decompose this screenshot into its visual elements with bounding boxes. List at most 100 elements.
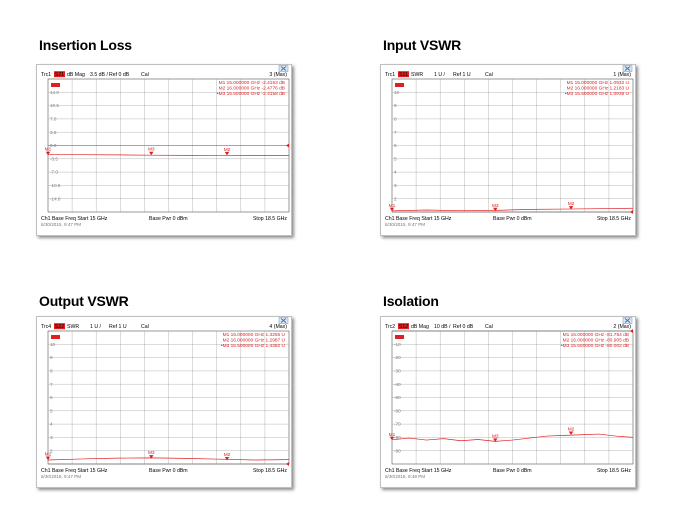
marker-label: M1 (45, 452, 52, 458)
marker-readout-m2: M2 16.000000 GHz -80.905 dB (563, 337, 629, 343)
marker-m1: M1 (45, 147, 52, 156)
footer-start-label: Ch1 Base Freq Start 15 GHz (41, 468, 108, 474)
marker-m3: M3 (492, 203, 499, 212)
timestamp-label: 6/30/2015, 9:48 PM (385, 474, 425, 479)
trace-counter-label: 1 (Max) (613, 72, 631, 78)
footer-stop-label: Stop 18.5 GHz (597, 468, 631, 474)
trace-label: Trc4 (41, 324, 51, 330)
trace-scale-label: 1 U / (90, 324, 102, 330)
marker-label: M1 (389, 203, 396, 209)
timestamp-label: 6/30/2015, 9:47 PM (385, 222, 425, 227)
footer-start-label: Ch1 Base Freq Start 15 GHz (385, 468, 452, 474)
marker-label: M1 (45, 147, 52, 153)
y-tick-label: -70 (394, 422, 401, 427)
chart-heading-input-vswr: Input VSWR (383, 37, 462, 53)
marker-readout-m2: M2 16.000000 GHz -2.4776 dB (219, 85, 285, 91)
marker-readout-m1: M1 15.000000 GHz -81.754 dB (563, 332, 629, 338)
marker-readout-m2: M2 16.000000 GHz 1.2987 U (223, 337, 286, 343)
footer-stop-label: Stop 18.5 GHz (253, 216, 287, 222)
marker-label: M2 (568, 201, 575, 207)
trace-format-label: dB Mag (67, 72, 85, 78)
marker-m2: M2 (224, 147, 231, 156)
marker-m2: M2 (568, 201, 575, 210)
marker-m3: M3 (492, 433, 499, 442)
trace-cal-label: Cal (485, 324, 493, 330)
reference-arrow (286, 143, 289, 148)
chart-heading-isolation: Isolation (383, 293, 439, 309)
y-tick-label: 4 (50, 422, 53, 427)
y-tick-label: 10.5 (50, 103, 59, 108)
y-tick-label: -7.0 (50, 170, 58, 175)
analyzer-display: Trc2 S12 dB Mag 10 dB / Ref 0 dB Cal 2 (Max) -1… (385, 317, 634, 479)
active-trace-badge (51, 83, 60, 87)
trace-format-label: SWR (67, 324, 79, 330)
footer-start-label: Ch1 Base Freq Start 15 GHz (385, 216, 452, 222)
footer-power-label: Base Pwr 0 dBm (149, 468, 188, 474)
timestamp-label: 6/30/2015, 9:47 PM (41, 222, 81, 227)
trace-scale-label: 1 U / (434, 72, 446, 78)
y-tick-label: 8 (394, 117, 397, 122)
marker-label: M1 (389, 432, 396, 438)
y-tick-label: 3.5 (50, 130, 57, 135)
settings-icon[interactable] (278, 317, 289, 324)
trace-scale-label: 3.5 dB / (90, 72, 108, 78)
marker-readout-m1: M1 15.000000 GHz -2.4153 dB (219, 80, 285, 86)
trace-param-badge (54, 323, 65, 330)
trace-label: Trc2 (385, 324, 395, 330)
chart-panel-output-vswr: Trc4 S22 SWR 1 U / Ref 1 U Cal 4 (Max) 10 9 8 7 6 5 4… (36, 316, 292, 488)
footer-power-label: Base Pwr 0 dBm (493, 468, 532, 474)
y-tick-label: -60 (394, 408, 401, 413)
y-tick-label: -3.5 (50, 156, 58, 161)
active-trace-badge (395, 335, 404, 339)
trace-param-label: S11 (399, 72, 408, 78)
trace-param-label: S12 (399, 324, 408, 330)
y-tick-label: 4 (394, 170, 397, 175)
trace-cal-label: Cal (141, 72, 149, 78)
trace-scale-label: 10 dB / (434, 324, 451, 330)
y-tick-label: 10 (50, 342, 56, 347)
active-trace-badge (395, 83, 404, 87)
trace-cal-label: Cal (141, 324, 149, 330)
marker-label: M2 (568, 426, 575, 432)
marker-m1: M1 (45, 452, 52, 461)
marker-readout-m1: M1 15.000000 GHz 1.3255 U (223, 332, 286, 338)
marker-label: M2 (224, 452, 231, 458)
y-tick-label: -20 (394, 355, 401, 360)
y-tick-label: 9 (50, 355, 53, 360)
chart-panel-insertion-loss: Trc1 S21 dB Mag 3.5 dB / Ref 0 dB Cal 3 (Max) 1… (36, 64, 292, 236)
trace-line (48, 154, 290, 156)
y-tick-label: -14.0 (50, 196, 61, 201)
trace-cal-label: Cal (485, 72, 493, 78)
trace-label: Trc1 (41, 72, 51, 78)
y-tick-label: -40 (394, 382, 401, 387)
trace-format-label: SWR (411, 72, 423, 78)
y-tick-label: 5 (394, 156, 397, 161)
chart-heading-output-vswr: Output VSWR (39, 293, 129, 309)
settings-icon[interactable] (622, 65, 633, 72)
reference-arrow (630, 210, 633, 214)
y-tick-label: -10.5 (50, 183, 61, 188)
trace-counter-label: 2 (Max) (613, 324, 631, 330)
marker-m2: M2 (568, 426, 575, 435)
marker-label: M2 (224, 147, 231, 153)
analyzer-display: Trc4 S22 SWR 1 U / Ref 1 U Cal 4 (Max) 10 9 8 7 6 5 4… (41, 317, 290, 479)
timestamp-label: 6/30/2015, 9:47 PM (41, 474, 81, 479)
trace-ref-label: Ref 0 dB (453, 324, 474, 330)
y-tick-label: 9 (394, 103, 397, 108)
marker-readout-m3: •M3 15.500000 GHz 1.0939 U (565, 91, 630, 97)
marker-readout-m3: •M3 15.500000 GHz 1.4382 U (221, 343, 286, 349)
settings-icon[interactable] (622, 317, 633, 324)
trace-param-badge (398, 323, 409, 330)
trace-param-label: S22 (55, 324, 64, 330)
marker-label: M3 (492, 433, 499, 439)
trace-line (391, 433, 634, 442)
y-tick-label: 6 (50, 395, 53, 400)
analyzer-display: Trc1 S11 SWR 1 U / Ref 1 U Cal 1 (Max) 10 9 8 7 6 5 4… (385, 65, 634, 227)
active-trace-badge (51, 335, 60, 339)
footer-power-label: Base Pwr 0 dBm (493, 216, 532, 222)
y-tick-label: -80 (394, 435, 401, 440)
y-tick-label: -90 (394, 448, 401, 453)
y-tick-label: -50 (394, 395, 401, 400)
settings-icon[interactable] (278, 65, 289, 72)
chart-panel-isolation: Trc2 S12 dB Mag 10 dB / Ref 0 dB Cal 2 (Max) -1… (380, 316, 636, 488)
